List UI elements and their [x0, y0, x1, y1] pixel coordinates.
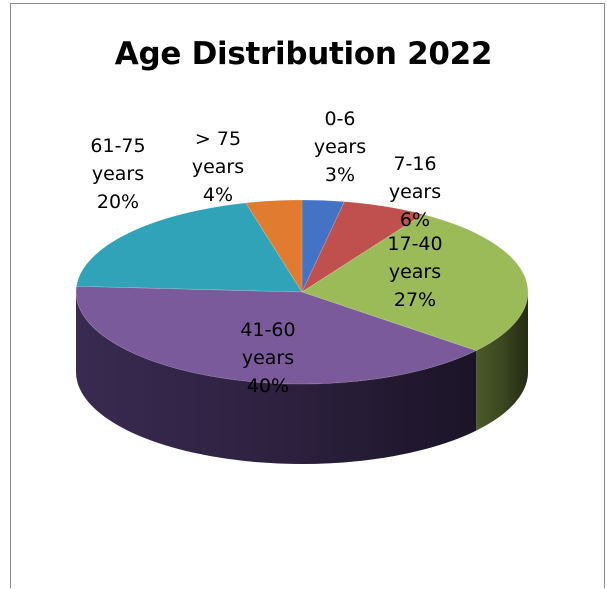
data-label-7-16-years: 7-16 years 6%	[389, 153, 441, 231]
data-label-17-40-years: 17-40 years 27%	[387, 233, 442, 311]
pie-slice--75-years	[245, 199, 303, 294]
pie-slice-41-60-years	[75, 285, 477, 385]
pie-side-shade	[476, 292, 528, 431]
pie-slice-0-6-years	[301, 199, 345, 293]
data-label--75-years: > 75 years 4%	[192, 128, 244, 206]
chart-title: Age Distribution 2022	[114, 36, 493, 72]
pie-slice-7-16-years	[301, 201, 424, 293]
pie-slice-17-40-years	[301, 213, 529, 351]
pie-side-shade	[76, 292, 477, 464]
data-label-61-75-years: 61-75 years 20%	[90, 135, 145, 213]
data-label-41-60-years: 41-60 years 40%	[240, 319, 295, 397]
data-label-0-6-years: 0-6 years 3%	[314, 108, 366, 186]
pie-slice-61-75-years	[76, 202, 303, 293]
